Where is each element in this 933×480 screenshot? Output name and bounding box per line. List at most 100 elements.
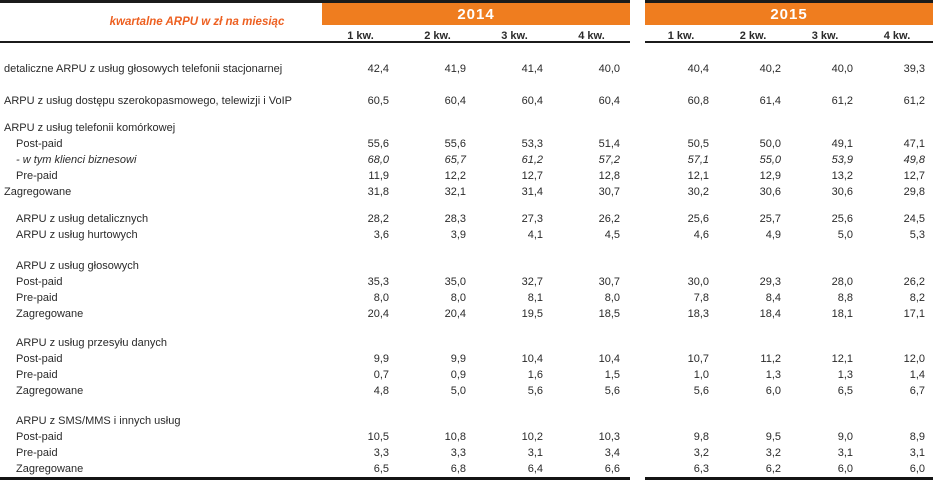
value-cell-2014: 1,5 [604, 369, 620, 381]
quarter-label: 2 kw. [739, 29, 767, 42]
value-cell-2014: 9,9 [450, 353, 466, 365]
bottom-rule [0, 477, 933, 480]
row-label: Zagregowane [16, 385, 84, 397]
title-cell: kwartalne ARPU w zł na miesiąc [0, 0, 322, 43]
value-cell-2015: 57,1 [687, 154, 709, 166]
value-cell-2015: 61,2 [831, 95, 853, 107]
year-group-gap [630, 0, 645, 43]
value-cell-2014: 5,0 [450, 385, 466, 397]
value-cell-2015: 3,1 [837, 447, 853, 459]
value-cell-2014: 3,1 [527, 447, 543, 459]
value-cell-2014: 32,7 [521, 276, 543, 288]
value-cell-2015: 9,5 [765, 431, 781, 443]
value-cell-2015: 12,7 [903, 170, 925, 182]
value-cell-2015: 8,2 [909, 292, 925, 304]
value-cell-2015: 12,9 [759, 170, 781, 182]
value-cell-2014: 0,7 [373, 369, 389, 381]
value-cell-2014: 12,8 [598, 170, 620, 182]
value-cell-2015: 1,3 [837, 369, 853, 381]
table-row: ARPU z usług hurtowych 3,6 3,9 4,1 4,5 4,6 4,9… [0, 227, 933, 243]
value-cell-2014: 10,8 [444, 431, 466, 443]
value-cell-2015: 12,1 [687, 170, 709, 182]
quarter-label: 2 kw. [424, 29, 451, 42]
row-label: Zagregowane [16, 463, 84, 475]
table-row: Post-paid 9,9 9,9 10,4 10,4 10,7 11,2 12,1 12,0 [0, 351, 933, 367]
table-row: Pre-paid 8,0 8,0 8,1 8,0 7,8 8,4 8,8 8,2 [0, 290, 933, 306]
value-cell-2015: 4,9 [765, 229, 781, 241]
value-cell-2015: 26,2 [903, 276, 925, 288]
value-cell-2014: 41,9 [444, 63, 466, 75]
spacer-row [0, 77, 933, 93]
value-cell-2015: 17,1 [903, 308, 925, 320]
quarter-label: 4 kw. [578, 29, 605, 42]
table-header: kwartalne ARPU w zł na miesiąc 2014 1 kw… [0, 0, 933, 43]
value-cell-2015: 5,6 [693, 385, 709, 397]
value-cell-2015: 8,9 [909, 431, 925, 443]
spacer-row [0, 399, 933, 413]
value-cell-2014: 30,7 [598, 276, 620, 288]
value-cell-2015: 4,6 [693, 229, 709, 241]
section-row: ARPU z usług telefonii komórkowej [0, 120, 933, 136]
value-cell-2014: 3,6 [373, 229, 389, 241]
value-cell-2014: 31,8 [367, 186, 389, 198]
table-row: Pre-paid 11,9 12,2 12,7 12,8 12,1 12,9 13,2 12,7 [0, 168, 933, 184]
value-cell-2015: 40,4 [687, 63, 709, 75]
value-cell-2014: 53,3 [521, 138, 543, 150]
value-cell-2015: 25,7 [759, 213, 781, 225]
value-cell-2014: 6,5 [373, 463, 389, 475]
value-cell-2014: 11,9 [368, 170, 389, 182]
row-label: ARPU z SMS/MMS i innych usług [16, 415, 181, 427]
row-label: ARPU z usług telefonii komórkowej [4, 122, 176, 134]
table-row: Pre-paid 3,3 3,3 3,1 3,4 3,2 3,2 3,1 3,1 [0, 445, 933, 461]
value-cell-2015: 1,3 [765, 369, 781, 381]
table-body: detaliczne ARPU z usług głosowych telefo… [0, 43, 933, 477]
value-cell-2014: 12,7 [521, 170, 543, 182]
value-cell-2015: 6,7 [909, 385, 925, 397]
value-cell-2014: 5,6 [527, 385, 543, 397]
row-label: ARPU z usług detalicznych [16, 213, 149, 225]
value-cell-2015: 29,8 [903, 186, 925, 198]
value-cell-2014: 10,4 [598, 353, 620, 365]
row-label: Pre-paid [16, 369, 58, 381]
value-cell-2014: 8,0 [373, 292, 389, 304]
value-cell-2015: 5,0 [837, 229, 853, 241]
value-cell-2014: 60,4 [521, 95, 543, 107]
value-cell-2015: 13,2 [831, 170, 853, 182]
value-cell-2014: 4,8 [373, 385, 389, 397]
row-label: Post-paid [16, 353, 63, 365]
value-cell-2014: 4,5 [604, 229, 620, 241]
bottom-rule-segment [0, 477, 322, 480]
row-label: ARPU z usług przesyłu danych [16, 337, 168, 349]
value-cell-2014: 26,2 [598, 213, 620, 225]
value-cell-2015: 39,3 [903, 63, 925, 75]
value-cell-2015: 10,7 [687, 353, 709, 365]
value-cell-2015: 55,0 [759, 154, 781, 166]
value-cell-2015: 30,6 [759, 186, 781, 198]
value-cell-2015: 18,1 [831, 308, 853, 320]
value-cell-2015: 6,0 [837, 463, 853, 475]
value-cell-2014: 4,1 [527, 229, 543, 241]
value-cell-2014: 65,7 [444, 154, 466, 166]
value-cell-2014: 18,5 [598, 308, 620, 320]
value-cell-2014: 9,9 [373, 353, 389, 365]
value-cell-2014: 55,6 [444, 138, 466, 150]
section-row: ARPU z usług głosowych [0, 258, 933, 274]
value-cell-2015: 30,2 [687, 186, 709, 198]
table-row: ARPU z usług detalicznych 28,2 28,3 27,3 26,… [0, 211, 933, 227]
table-row: Post-paid 35,3 35,0 32,7 30,7 30,0 29,3 28,0 26,… [0, 274, 933, 290]
section-row: ARPU z SMS/MMS i innych usług [0, 413, 933, 429]
value-cell-2015: 12,0 [903, 353, 925, 365]
row-label: Post-paid [16, 276, 63, 288]
value-cell-2015: 6,0 [765, 385, 781, 397]
spacer-row [0, 322, 933, 335]
value-cell-2014: 41,4 [521, 63, 543, 75]
value-cell-2015: 1,4 [909, 369, 925, 381]
value-cell-2014: 27,3 [521, 213, 543, 225]
value-cell-2014: 12,2 [444, 170, 466, 182]
section-row: ARPU z usług przesyłu danych [0, 335, 933, 351]
quarter-label: 3 kw. [501, 29, 528, 42]
value-cell-2014: 51,4 [598, 138, 620, 150]
row-label: Zagregowane [4, 186, 72, 198]
value-cell-2015: 24,5 [903, 213, 925, 225]
value-cell-2014: 20,4 [367, 308, 389, 320]
